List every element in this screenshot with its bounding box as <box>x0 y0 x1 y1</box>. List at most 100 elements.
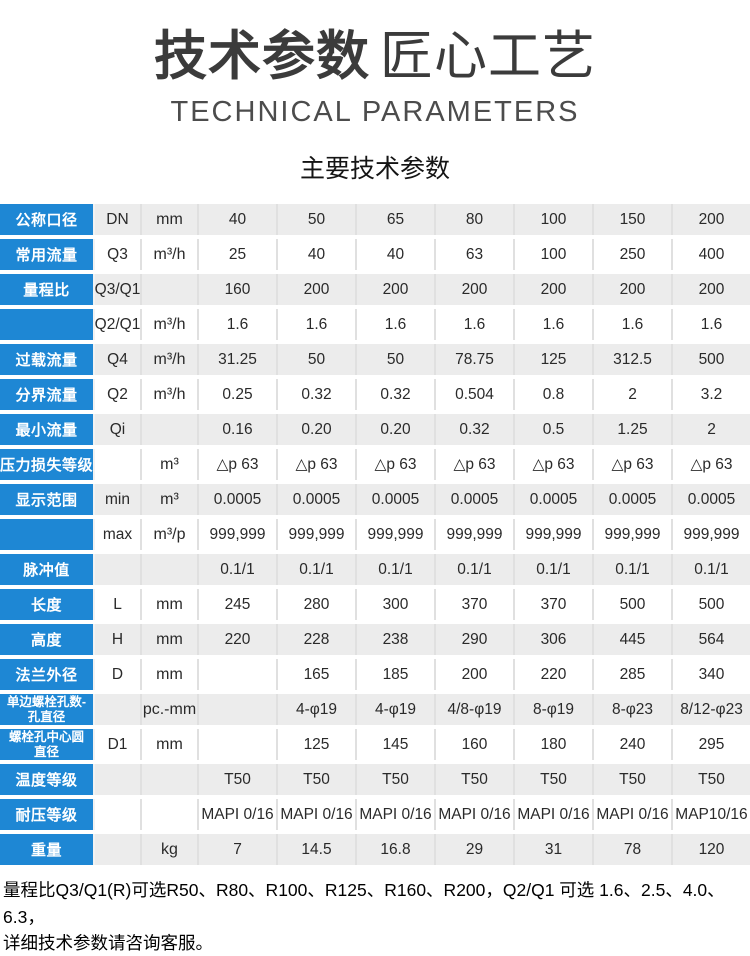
table-cell: 0.1/1 <box>197 554 276 586</box>
table-cell: 150 <box>592 204 671 236</box>
row-unit: m³/h <box>140 239 197 271</box>
row-unit <box>140 554 197 586</box>
table-cell: T50 <box>355 764 434 796</box>
row-label: 法兰外径 <box>0 659 93 691</box>
table-cell: 0.1/1 <box>671 554 750 586</box>
row-symbol <box>93 449 140 481</box>
table-cell: 370 <box>434 589 513 621</box>
row-unit: mm <box>140 624 197 656</box>
row-symbol: Q4 <box>93 344 140 376</box>
table-row: 最小流量 Qi 0.16 0.20 0.20 0.32 0.5 1.25 2 <box>0 414 750 446</box>
title-main: 技术参数 <box>154 27 370 86</box>
table-cell: 1.6 <box>671 309 750 341</box>
table-cell: 999,999 <box>671 519 750 551</box>
table-cell: 370 <box>513 589 592 621</box>
table-cell: 295 <box>671 729 750 761</box>
table-cell: 100 <box>513 204 592 236</box>
table-cell: 0.1/1 <box>592 554 671 586</box>
table-cell: 200 <box>671 204 750 236</box>
row-label: 常用流量 <box>0 239 93 271</box>
table-cell: 0.8 <box>513 379 592 411</box>
table-row: 脉冲值 0.1/1 0.1/1 0.1/1 0.1/1 0.1/1 0.1/1 0.1/1 <box>0 554 750 586</box>
table-cell: 280 <box>276 589 355 621</box>
table-cell: 0.32 <box>355 379 434 411</box>
table-cell: MAP10/16 <box>671 799 750 831</box>
table-cell: 0.0005 <box>276 484 355 516</box>
table-cell: 25 <box>197 239 276 271</box>
table-cell: 4-φ19 <box>355 694 434 726</box>
table-cell: 40 <box>276 239 355 271</box>
row-unit: mm <box>140 204 197 236</box>
table-cell: 240 <box>592 729 671 761</box>
row-label: 单边螺栓孔数- 孔直径 <box>0 694 93 726</box>
table-cell: 29 <box>434 834 513 866</box>
row-unit: kg <box>140 834 197 866</box>
table-cell: 999,999 <box>197 519 276 551</box>
row-symbol <box>93 554 140 586</box>
row-label: 压力损失等级 <box>0 449 93 481</box>
row-symbol: D <box>93 659 140 691</box>
table-cell: 2 <box>671 414 750 446</box>
table-cell: 0.25 <box>197 379 276 411</box>
table-row: 过载流量 Q4 m³/h 31.25 50 50 78.75 125 312.5 500 <box>0 344 750 376</box>
table-cell: 999,999 <box>355 519 434 551</box>
row-label: 重量 <box>0 834 93 866</box>
row-unit: m³/h <box>140 344 197 376</box>
row-symbol: Q2 <box>93 379 140 411</box>
table-cell: 1.6 <box>513 309 592 341</box>
table-cell: T50 <box>434 764 513 796</box>
row-unit: pc.-mm <box>140 694 197 726</box>
row-unit: mm <box>140 659 197 691</box>
table-row: 耐压等级 MAPI 0/16 MAPI 0/16 MAPI 0/16 MAPI 0/16… <box>0 799 750 831</box>
row-symbol: H <box>93 624 140 656</box>
row-label: 最小流量 <box>0 414 93 446</box>
row-label: 脉冲值 <box>0 554 93 586</box>
table-cell: 228 <box>276 624 355 656</box>
table-cell: 0.20 <box>276 414 355 446</box>
footnote: 量程比Q3/Q1(R)可选R50、R80、R100、R125、R160、R200… <box>0 877 750 956</box>
table-cell: 50 <box>276 344 355 376</box>
row-unit: m³/h <box>140 309 197 341</box>
table-cell: 285 <box>592 659 671 691</box>
title-sub: 匠心工艺 <box>380 27 596 86</box>
table-cell: 4-φ19 <box>276 694 355 726</box>
row-label: 长度 <box>0 589 93 621</box>
table-row: 公称口径 DN mm 40 50 65 80 100 150 200 <box>0 204 750 236</box>
table-cell: MAPI 0/16 <box>434 799 513 831</box>
row-symbol <box>93 764 140 796</box>
table-cell: △p 63 <box>513 449 592 481</box>
row-label <box>0 309 93 341</box>
table-cell: 165 <box>276 659 355 691</box>
table-cell: 200 <box>434 274 513 306</box>
table-cell: 500 <box>671 589 750 621</box>
table-cell: 1.6 <box>355 309 434 341</box>
table-cell: 999,999 <box>276 519 355 551</box>
table-cell: 200 <box>592 274 671 306</box>
table-cell: 564 <box>671 624 750 656</box>
table-cell: T50 <box>276 764 355 796</box>
table-cell: 0.5 <box>513 414 592 446</box>
row-label: 高度 <box>0 624 93 656</box>
row-label: 公称口径 <box>0 204 93 236</box>
table-cell: 245 <box>197 589 276 621</box>
row-unit: m³ <box>140 449 197 481</box>
table-cell: 306 <box>513 624 592 656</box>
table-cell: 300 <box>355 589 434 621</box>
table-cell: 1.25 <box>592 414 671 446</box>
table-cell: 8-φ19 <box>513 694 592 726</box>
table-cell: 1.6 <box>434 309 513 341</box>
table-cell: 50 <box>355 344 434 376</box>
table-cell: 400 <box>671 239 750 271</box>
table-cell: 220 <box>197 624 276 656</box>
table-cell: 125 <box>276 729 355 761</box>
table-cell: 1.6 <box>592 309 671 341</box>
table-cell: 220 <box>513 659 592 691</box>
table-cell: 0.504 <box>434 379 513 411</box>
table-cell: 14.5 <box>276 834 355 866</box>
table-cell: 65 <box>355 204 434 236</box>
row-symbol: max <box>93 519 140 551</box>
row-unit: mm <box>140 589 197 621</box>
table-cell: 0.0005 <box>671 484 750 516</box>
row-label: 耐压等级 <box>0 799 93 831</box>
